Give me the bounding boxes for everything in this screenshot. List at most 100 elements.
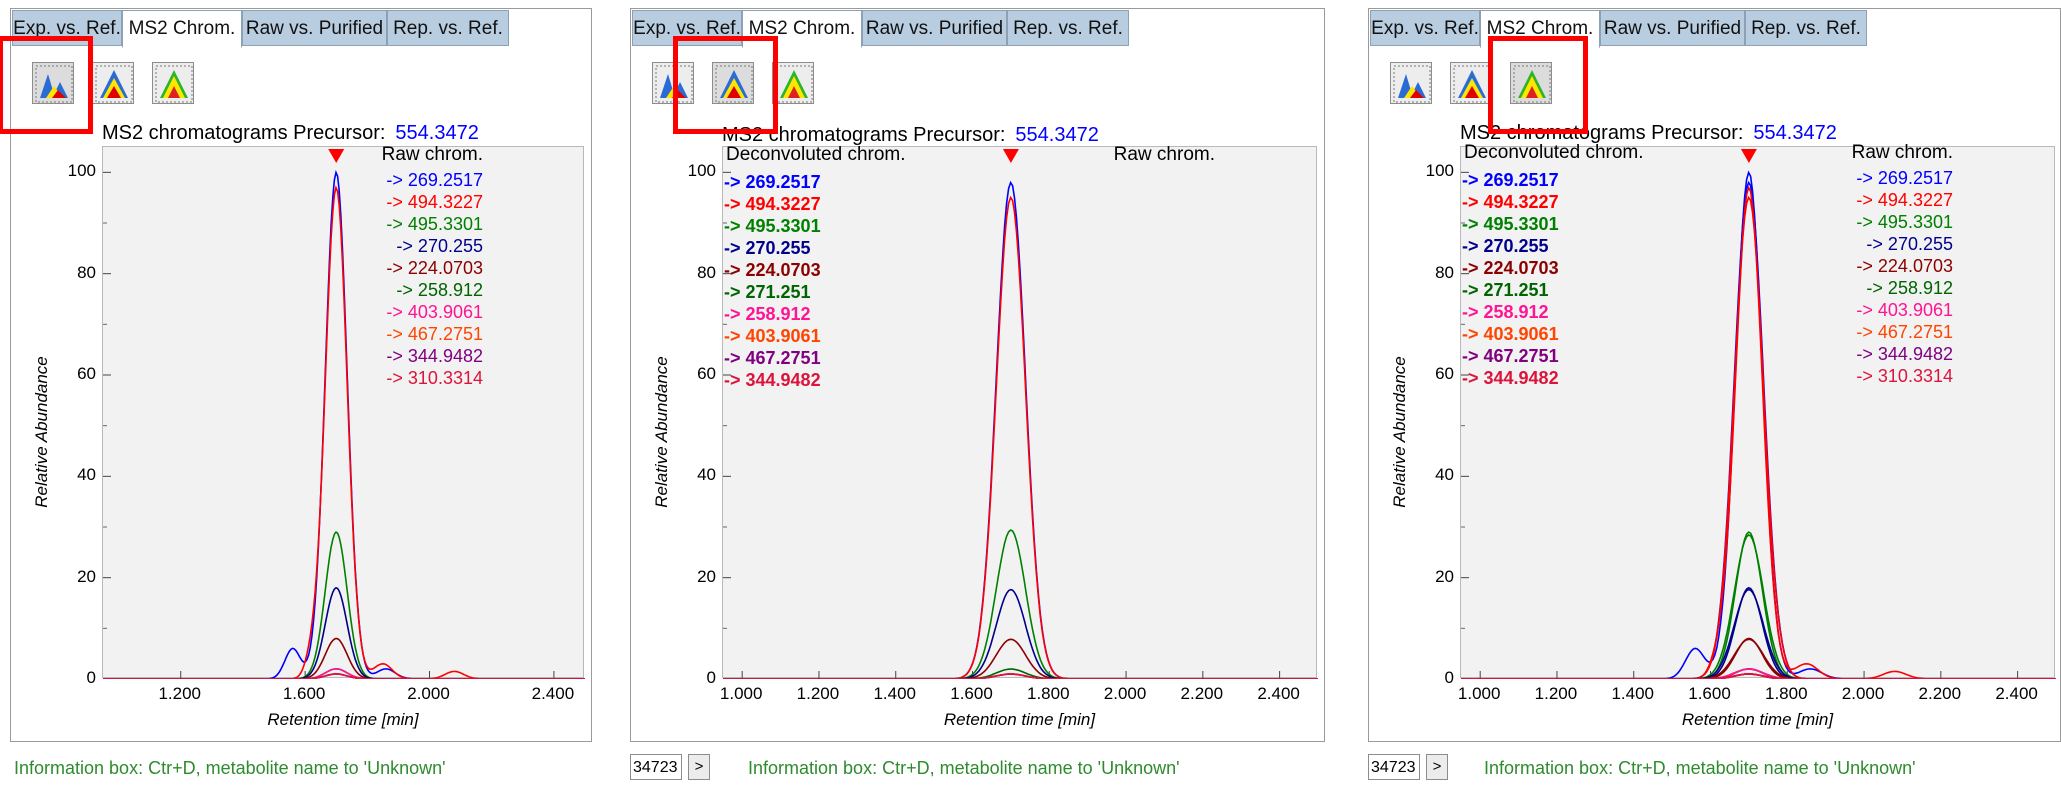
raw-legend-title: Raw chrom.	[1113, 144, 1215, 165]
tab-rep-vs-ref[interactable]: Rep. vs. Ref.	[1745, 10, 1867, 46]
deconv-legend-item: -> 258.912	[724, 304, 811, 324]
scroll-value-field[interactable]: 34723	[1368, 754, 1420, 780]
x-tick-label: 1.400	[1611, 684, 1654, 703]
tab-raw-vs-purified[interactable]: Raw vs. Purified	[862, 10, 1007, 46]
tab-ms2-chrom[interactable]: MS2 Chrom.	[742, 10, 862, 48]
y-tick-label: 0	[706, 668, 716, 687]
y-tick-label: 100	[67, 161, 96, 181]
x-tick-label: 2.200	[1918, 684, 1962, 703]
tab-raw-vs-purified[interactable]: Raw vs. Purified	[1600, 10, 1745, 46]
y-axis-label: Relative Abundance	[652, 356, 671, 508]
y-tick-label: 20	[697, 566, 716, 586]
x-tick-label: 2.400	[1257, 684, 1300, 703]
y-tick-label: 40	[1435, 465, 1454, 485]
y-tick-label: 60	[77, 364, 96, 383]
y-tick-label: 80	[697, 262, 716, 282]
deconv-legend-item: -> 258.912	[1462, 302, 1549, 322]
tab-exp-vs-ref[interactable]: Exp. vs. Ref.	[1370, 10, 1480, 46]
y-axis-label: Relative Abundance	[32, 356, 51, 508]
raw-legend-item: -> 224.0703	[1856, 256, 1953, 276]
tab-ms2-chrom[interactable]: MS2 Chrom.	[1480, 10, 1600, 48]
y-axis-label: Relative Abundance	[1390, 356, 1409, 508]
chrom-trace-raw	[1461, 637, 2056, 679]
raw-legend-title: Raw chrom.	[381, 144, 483, 165]
chromatogram-plot	[102, 146, 585, 679]
deconv-legend-item: -> 467.2751	[724, 348, 821, 368]
overlay-chromatogram-icon-button[interactable]	[772, 62, 814, 104]
tab-rep-vs-ref[interactable]: Rep. vs. Ref.	[387, 10, 509, 46]
precursor-marker-icon	[1002, 149, 1019, 163]
information-box: Information box: Ctr+D, metabolite name …	[14, 758, 446, 778]
tab-ms2-chrom[interactable]: MS2 Chrom.	[122, 10, 242, 48]
deconv-legend-item: -> 495.3301	[724, 216, 821, 236]
chromatogram-svg	[723, 149, 1318, 679]
x-tick-label: 1.600	[1688, 684, 1731, 703]
precursor-line: MS2 chromatograms Precursor: 554.3472	[102, 122, 479, 145]
x-tick-label: 2.400	[531, 684, 575, 703]
raw-legend-item: -> 269.2517	[386, 170, 483, 190]
scroll-value-field[interactable]: 34723	[630, 754, 682, 780]
x-tick-label: 1.600	[950, 684, 993, 703]
x-tick-label: 1.800	[1765, 684, 1808, 703]
deconv-legend-item: -> 344.9482	[724, 370, 821, 390]
precursor-value: 554.3472	[395, 122, 479, 144]
x-tick-label: 2.000	[407, 684, 450, 703]
scroll-right-button[interactable]: >	[1426, 754, 1448, 780]
x-tick-label: 2.400	[1995, 684, 2038, 703]
raw-legend-item: -> 467.2751	[386, 324, 483, 344]
chrom-trace-deconv	[1461, 638, 2056, 679]
chrom-trace-deconv	[723, 638, 1318, 679]
highlight-box	[673, 36, 778, 134]
y-tick-label: 80	[1435, 262, 1454, 282]
raw-legend-item: -> 403.9061	[1856, 300, 1953, 320]
y-tick-label: 80	[77, 262, 96, 282]
y-tick-label: 60	[697, 364, 716, 383]
deconvoluted-chromatogram-icon-button[interactable]	[92, 62, 134, 104]
precursor-label: MS2 chromatograms Precursor:	[722, 124, 1006, 146]
y-tick-label: 40	[77, 465, 96, 485]
tab-raw-vs-purified[interactable]: Raw vs. Purified	[242, 10, 387, 46]
raw-legend-item: -> 270.255	[1866, 234, 1953, 254]
deconv-legend-item: -> 403.9061	[1462, 324, 1559, 344]
x-tick-label: 1.800	[1027, 684, 1070, 703]
precursor-value: 554.3472	[1753, 122, 1837, 144]
raw-chromatogram-icon-button[interactable]	[32, 62, 74, 104]
deconvoluted-chromatogram-icon	[715, 65, 753, 103]
x-tick-label: 1.200	[796, 684, 840, 703]
deconv-legend-item: -> 224.0703	[724, 260, 821, 280]
y-tick-label: 60	[1435, 364, 1454, 383]
deconv-legend-title: Deconvoluted chrom.	[726, 144, 906, 165]
raw-legend-item: -> 494.3227	[386, 192, 483, 212]
y-tick-label: 20	[1435, 566, 1454, 586]
overlay-chromatogram-icon-button[interactable]	[152, 62, 194, 104]
raw-legend-item: -> 403.9061	[386, 302, 483, 322]
scroll-right-button[interactable]: >	[688, 754, 710, 780]
deconv-legend-item: -> 271.251	[1462, 280, 1549, 300]
precursor-marker-icon	[1740, 149, 1757, 163]
chrom-trace-raw	[103, 531, 585, 679]
overlay-chromatogram-icon-button[interactable]	[1510, 62, 1552, 104]
x-tick-label: 1.000	[1457, 684, 1501, 703]
raw-chromatogram-icon	[35, 65, 73, 103]
x-tick-label: 1.400	[873, 684, 916, 703]
x-axis-label: Retention time [min]	[943, 710, 1096, 729]
x-axis-label: Retention time [min]	[267, 710, 419, 729]
precursor-marker-icon	[328, 149, 345, 163]
deconv-legend-title: Deconvoluted chrom.	[1464, 142, 1644, 163]
raw-chromatogram-icon-button[interactable]	[1390, 62, 1432, 104]
deconv-legend-item: -> 270.255	[724, 238, 811, 258]
information-box: Information box: Ctr+D, metabolite name …	[748, 758, 1180, 778]
chromatogram-plot	[1460, 146, 2056, 679]
raw-legend-item: -> 269.2517	[1856, 168, 1953, 188]
deconvoluted-chromatogram-icon-button[interactable]	[1450, 62, 1492, 104]
deconvoluted-chromatogram-icon-button[interactable]	[712, 62, 754, 104]
chromatogram-plot	[722, 146, 1318, 679]
overlay-chromatogram-icon	[1513, 65, 1551, 103]
tab-rep-vs-ref[interactable]: Rep. vs. Ref.	[1007, 10, 1129, 46]
chrom-trace-deconv	[723, 588, 1318, 679]
deconv-legend-item: -> 494.3227	[1462, 192, 1559, 212]
highlight-box	[0, 36, 93, 134]
precursor-value: 554.3472	[1015, 124, 1099, 146]
chromatogram-svg	[103, 149, 585, 679]
deconv-legend-item: -> 270.255	[1462, 236, 1549, 256]
